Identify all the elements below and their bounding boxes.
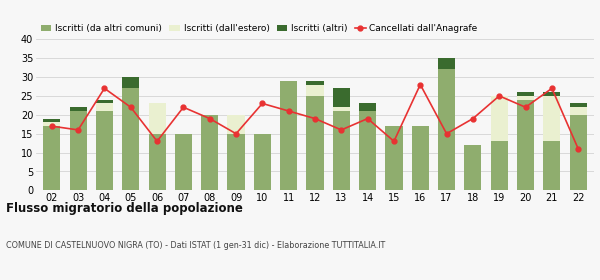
Bar <box>569 107 587 115</box>
Bar <box>412 126 429 190</box>
Bar <box>201 115 218 190</box>
Bar <box>254 134 271 190</box>
Bar <box>70 111 86 190</box>
Bar <box>517 100 534 190</box>
Bar <box>385 126 403 190</box>
Bar <box>307 96 323 190</box>
Bar <box>569 103 587 107</box>
Bar <box>333 88 350 107</box>
Bar <box>43 118 61 122</box>
Bar <box>175 134 192 190</box>
Bar <box>227 134 245 190</box>
Text: Flusso migratorio della popolazione: Flusso migratorio della popolazione <box>6 202 243 214</box>
Bar <box>70 107 86 111</box>
Bar <box>149 103 166 134</box>
Bar <box>96 111 113 190</box>
Bar <box>43 126 61 190</box>
Bar <box>569 115 587 190</box>
Bar <box>544 92 560 96</box>
Bar <box>464 145 481 190</box>
Bar <box>227 115 245 134</box>
Legend: Iscritti (da altri comuni), Iscritti (dall'estero), Iscritti (altri), Cancellati: Iscritti (da altri comuni), Iscritti (da… <box>41 24 478 33</box>
Bar <box>43 122 61 126</box>
Bar <box>517 92 534 96</box>
Bar <box>544 96 560 141</box>
Bar <box>359 111 376 190</box>
Bar <box>96 100 113 103</box>
Bar <box>491 96 508 141</box>
Bar <box>438 58 455 69</box>
Bar <box>359 103 376 111</box>
Bar <box>122 77 139 88</box>
Bar <box>491 141 508 190</box>
Bar <box>280 81 297 190</box>
Text: COMUNE DI CASTELNUOVO NIGRA (TO) - Dati ISTAT (1 gen-31 dic) - Elaborazione TUTT: COMUNE DI CASTELNUOVO NIGRA (TO) - Dati … <box>6 241 385 250</box>
Bar <box>333 107 350 111</box>
Bar <box>544 141 560 190</box>
Bar <box>307 85 323 96</box>
Bar <box>96 103 113 111</box>
Bar <box>333 111 350 190</box>
Bar <box>122 88 139 190</box>
Bar <box>307 81 323 85</box>
Bar <box>517 96 534 100</box>
Bar <box>149 134 166 190</box>
Bar <box>438 69 455 190</box>
